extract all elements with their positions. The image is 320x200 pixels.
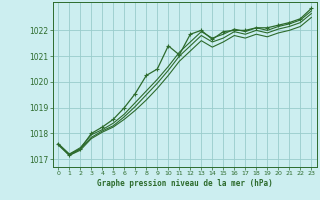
- X-axis label: Graphe pression niveau de la mer (hPa): Graphe pression niveau de la mer (hPa): [97, 179, 273, 188]
